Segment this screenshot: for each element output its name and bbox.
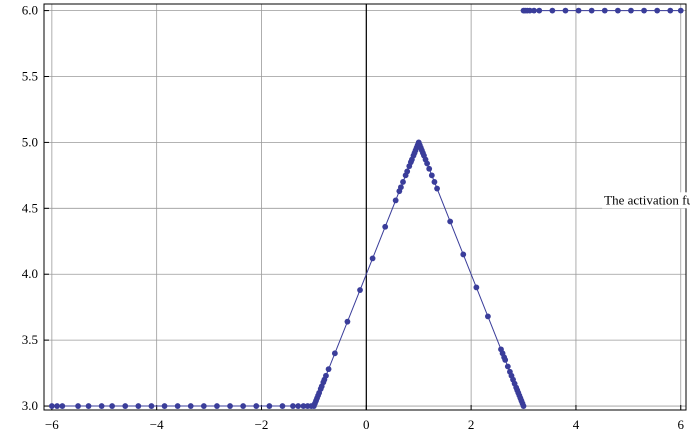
data-point-76 — [504, 363, 511, 370]
data-point-6 — [109, 403, 116, 409]
data-point-14 — [214, 403, 220, 409]
data-point-65 — [428, 172, 435, 179]
y-tick-label-2: 4.0 — [22, 266, 38, 281]
y-tick-label-5: 5.5 — [22, 69, 38, 84]
data-point-22 — [300, 403, 307, 409]
data-point-15 — [227, 403, 233, 409]
y-tick-label-6: 6.0 — [22, 3, 38, 18]
data-point-94 — [536, 7, 543, 14]
data-point-67 — [434, 185, 440, 192]
data-point-5 — [98, 403, 105, 409]
data-point-40 — [369, 255, 376, 262]
x-tick-label-5: 4 — [573, 417, 580, 432]
y-tick-label-4: 5.0 — [22, 134, 38, 149]
data-point-35 — [323, 372, 329, 379]
x-tick-label-6: 6 — [678, 417, 685, 432]
x-tick-label-4: 2 — [468, 417, 475, 432]
data-point-70 — [473, 284, 480, 291]
data-point-75 — [502, 357, 509, 363]
y-tick-label-1: 3.5 — [22, 332, 38, 347]
y-tick-label-3: 4.5 — [22, 200, 38, 215]
data-point-17 — [253, 403, 260, 409]
data-point-13 — [200, 403, 207, 409]
data-point-4 — [85, 403, 92, 409]
data-point-71 — [485, 313, 491, 320]
data-point-45 — [400, 179, 406, 185]
x-tick-label-0: −6 — [45, 417, 59, 432]
data-point-44 — [398, 184, 404, 191]
data-point-21 — [295, 403, 302, 409]
data-point-104 — [667, 7, 674, 14]
data-point-10 — [161, 403, 168, 409]
x-tick-label-3: 0 — [363, 417, 370, 432]
plot-border — [43, 3, 687, 411]
data-point-96 — [562, 7, 569, 14]
data-point-8 — [135, 403, 142, 409]
data-point-68 — [447, 218, 454, 225]
data-point-19 — [279, 403, 286, 409]
annotation: The activation function T — [602, 192, 690, 209]
data-point-69 — [460, 251, 467, 258]
series — [48, 7, 684, 409]
data-point-12 — [187, 403, 194, 409]
data-point-105 — [677, 7, 684, 14]
data-point-2 — [59, 403, 66, 409]
x-tick-label-2: −2 — [255, 417, 269, 432]
axes — [44, 4, 682, 410]
data-point-42 — [392, 197, 399, 204]
y-tick-label-0: 3.0 — [22, 398, 38, 413]
grid — [44, 4, 686, 410]
data-point-9 — [148, 403, 155, 409]
data-point-64 — [426, 165, 433, 172]
data-point-92 — [526, 7, 533, 14]
data-point-1 — [54, 403, 60, 409]
series-line — [51, 141, 524, 407]
tick-labels: −6 −4 −2 0 2 4 6 3.0 3.5 4.0 4.5 5.0 5.5 6.0 — [22, 3, 685, 432]
data-point-99 — [601, 7, 608, 14]
data-point-103 — [654, 7, 661, 14]
data-point-93 — [531, 7, 537, 14]
annotation-label: The activation function T — [604, 192, 690, 207]
data-point-37 — [331, 350, 338, 357]
annotation-background — [602, 192, 690, 209]
data-point-98 — [588, 7, 595, 14]
x-tick-label-1: −4 — [150, 417, 164, 432]
data-point-97 — [575, 7, 582, 14]
data-point-63 — [424, 160, 430, 167]
data-point-101 — [628, 7, 634, 14]
data-point-16 — [240, 403, 247, 409]
data-point-41 — [382, 223, 389, 230]
data-point-38 — [344, 318, 351, 325]
data-point-36 — [325, 366, 332, 373]
data-point-47 — [404, 168, 411, 175]
plot-frame — [43, 3, 687, 411]
data-point-7 — [122, 403, 129, 409]
data-point-95 — [549, 7, 556, 14]
data-point-88 — [520, 403, 527, 409]
data-point-3 — [75, 403, 81, 409]
data-point-100 — [614, 7, 621, 14]
data-point-20 — [290, 403, 296, 409]
data-point-39 — [357, 287, 363, 293]
data-point-18 — [266, 403, 273, 409]
data-point-0 — [48, 403, 55, 409]
data-point-102 — [641, 7, 647, 14]
data-point-11 — [174, 403, 181, 409]
data-point-66 — [431, 179, 438, 185]
